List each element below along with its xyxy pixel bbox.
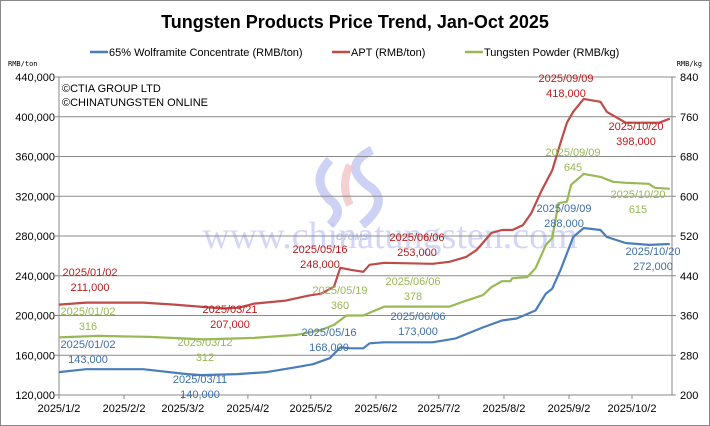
x-tick-label: 2025/10/2 <box>608 403 657 415</box>
x-tick-label: 2025/5/2 <box>289 403 332 415</box>
annotation-date: 2025/01/02 <box>62 267 117 279</box>
y-right-tick-label: 360 <box>680 311 698 323</box>
y-left-tick-label: 120,000 <box>15 390 55 402</box>
legend-label: 65% Wolframite Concentrate (RMB/ton) <box>109 47 303 59</box>
y-left-tick-label: 160,000 <box>15 350 55 362</box>
series-line-2 <box>58 172 670 341</box>
annotation-date: 2025/09/09 <box>536 203 591 215</box>
y-right-tick-label: 440 <box>680 271 698 283</box>
annotation-value: 645 <box>564 162 582 174</box>
annotation-date: 2025/06/06 <box>390 311 445 323</box>
y-right-tick-label: 200 <box>680 390 698 402</box>
annotation-value: 173,000 <box>398 326 438 338</box>
annotation-value: 248,000 <box>300 259 340 271</box>
x-tick-label: 2025/2/2 <box>103 403 146 415</box>
annotation-value: 360 <box>331 300 349 312</box>
x-tick-label: 2025/7/2 <box>417 403 460 415</box>
annotation-value: 418,000 <box>546 88 586 100</box>
y-right-tick-label: 520 <box>680 231 698 243</box>
annotation-date: 2025/10/20 <box>608 121 663 133</box>
x-tick-label: 2025/1/2 <box>38 403 81 415</box>
annotation-value: 253,000 <box>397 247 437 259</box>
series-line-1 <box>58 97 671 310</box>
annotation-date: 2025/05/16 <box>301 327 356 339</box>
logo-text: CTOMS <box>336 232 368 242</box>
annotation-value: 378 <box>404 291 422 303</box>
y-left-tick-label: 400,000 <box>15 112 55 124</box>
annotation-date: 2025/03/11 <box>173 374 227 386</box>
series-line-0 <box>58 226 670 377</box>
y-right-axis-label: RMB/kg <box>677 60 702 68</box>
x-tick-label: 2025/6/2 <box>355 403 398 415</box>
annotation-date: 2025/09/09 <box>538 73 593 85</box>
annotation-value: 211,000 <box>71 282 110 294</box>
y-left-axis-label: RMB/ton <box>8 60 38 68</box>
y-right-tick-label: 680 <box>680 152 698 164</box>
annotation-date: 2025/03/21 <box>202 304 257 316</box>
y-right-tick-label: 840 <box>680 72 698 84</box>
annotation-date: 2025/10/20 <box>625 246 680 258</box>
y-left-tick-label: 320,000 <box>15 191 55 203</box>
annotation-value: 143,000 <box>68 354 108 366</box>
y-right-tick-label: 280 <box>680 350 698 362</box>
legend-label: APT (RMB/ton) <box>351 47 425 59</box>
annotation-date: 2025/01/02 <box>60 339 115 351</box>
y-left-tick-label: 200,000 <box>15 311 55 323</box>
annotation-date: 2025/05/19 <box>312 285 367 297</box>
copyright-text: ©CHINATUNGSTEN ONLINE <box>62 97 208 109</box>
x-tick-label: 2025/3/2 <box>161 403 204 415</box>
annotation-value: 272,000 <box>633 261 673 273</box>
annotation-date: 2025/03/12 <box>177 337 232 349</box>
y-left-tick-label: 240,000 <box>15 271 55 283</box>
annotation-value: 140,000 <box>180 389 220 401</box>
annotation-date: 2025/06/06 <box>389 232 444 244</box>
annotation-value: 615 <box>629 204 647 216</box>
y-left-tick-label: 360,000 <box>15 152 55 164</box>
y-left-tick-label: 440,000 <box>15 72 55 84</box>
annotation-date: 2025/10/20 <box>610 189 665 201</box>
annotation-value: 398,000 <box>616 136 656 148</box>
y-right-tick-label: 760 <box>680 112 698 124</box>
annotation-value: 312 <box>196 352 214 364</box>
copyright-text: ©CTIA GROUP LTD <box>62 83 161 95</box>
annotation-date: 2025/06/06 <box>385 276 440 288</box>
x-tick-label: 2025/4/2 <box>226 403 269 415</box>
x-tick-label: 2025/9/2 <box>548 403 591 415</box>
y-right-tick-label: 600 <box>680 191 698 203</box>
annotation-value: 168,000 <box>309 342 349 354</box>
annotation-date: 2025/05/16 <box>292 244 347 256</box>
annotation-date: 2025/09/09 <box>545 147 600 159</box>
annotation-value: 316 <box>79 321 97 333</box>
logo-accent-icon <box>341 163 354 207</box>
x-tick-label: 2025/8/2 <box>483 403 526 415</box>
annotation-value: 288,000 <box>544 218 584 230</box>
chart-title: Tungsten Products Price Trend, Jan-Oct 2… <box>161 12 549 32</box>
annotation-value: 207,000 <box>210 319 250 331</box>
logo-icon <box>315 145 383 229</box>
annotation-date: 2025/01/02 <box>60 306 115 318</box>
legend-label: Tungsten Powder (RMB/kg) <box>484 47 619 59</box>
y-left-tick-label: 280,000 <box>15 231 55 243</box>
